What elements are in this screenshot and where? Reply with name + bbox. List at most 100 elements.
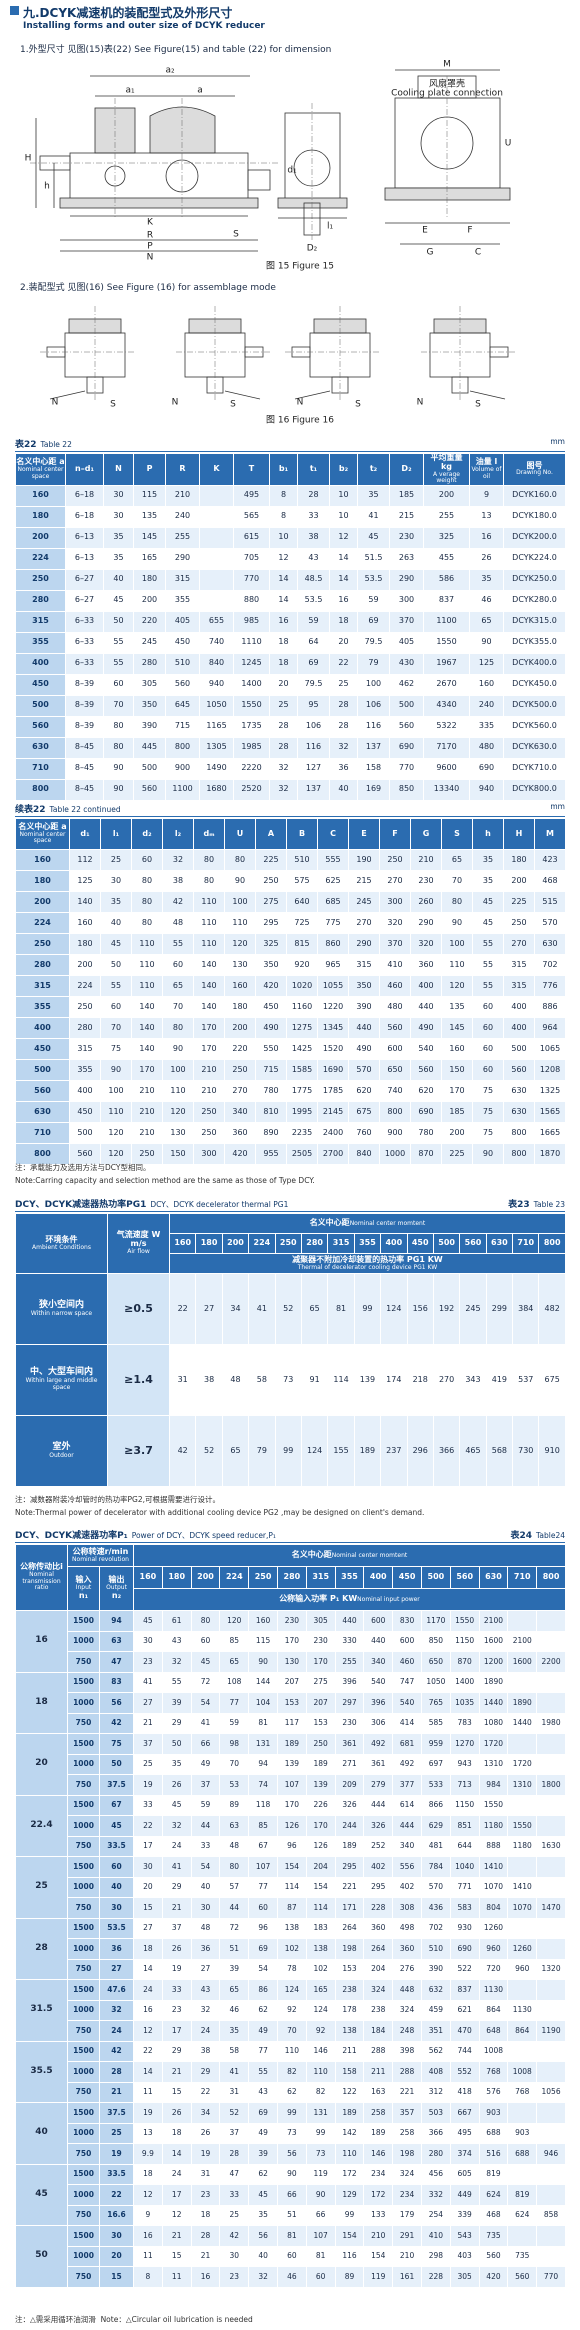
column-header: 名义中心距Nominal center momtent: [169, 1213, 566, 1234]
ratio: 25: [15, 1856, 68, 1919]
cell: 85: [219, 1630, 250, 1652]
cell: DCYK560.0: [503, 715, 566, 738]
header-row: 名义中心距 a Nominal center space d₁ l₁ d₂ l₂ dₘ U A B…: [15, 818, 566, 850]
cell: 886: [534, 996, 566, 1018]
cell: 815: [286, 933, 318, 955]
center-header: 630: [478, 1566, 509, 1589]
cell: 45: [472, 912, 504, 934]
cell: 688: [478, 2122, 509, 2144]
cell: 800: [165, 736, 200, 759]
cell: 238: [334, 1979, 365, 2001]
cell: 640: [286, 891, 318, 913]
cell: 2235: [286, 1122, 318, 1144]
cell: 560: [165, 673, 200, 696]
cell: [536, 1733, 566, 1755]
cell: 119: [363, 2266, 394, 2288]
cell: 185: [389, 484, 424, 507]
ratio: 28: [15, 1917, 68, 1980]
cell: 11: [133, 2245, 163, 2267]
cell: 38: [297, 526, 330, 549]
cell: 690: [389, 736, 424, 759]
cell: 138: [334, 2020, 365, 2042]
center-distance: 500: [15, 1059, 70, 1081]
cell: 42: [168, 1415, 197, 1487]
cell: [536, 1856, 566, 1878]
cell: 135: [441, 996, 473, 1018]
column-header: N: [103, 453, 134, 486]
cell: 1150: [449, 1630, 480, 1652]
cell: 697: [420, 1753, 451, 1775]
cell: 377: [392, 1774, 422, 1796]
cell: 156: [406, 1273, 434, 1345]
cell: 16: [133, 1999, 163, 2021]
cell: 32: [161, 1815, 192, 1837]
output-speed: 33.5: [99, 2163, 134, 2185]
header-en: Nominal transmission ratio: [22, 1571, 61, 1592]
cell: 12: [133, 2020, 163, 2042]
center-distance: 250: [15, 933, 70, 955]
cell: 250: [193, 1101, 225, 1123]
cell: 32: [269, 757, 298, 780]
data-row: 280 200 50 110 60 140 130 350 920 965 315 410 360 110…: [15, 954, 566, 976]
cell: 620: [348, 1080, 380, 1102]
dimension-label: D₂: [307, 244, 318, 254]
cell: 940: [469, 778, 504, 801]
cell: 13: [133, 2122, 163, 2144]
output-speed: 37.5: [99, 1774, 134, 1796]
cell: 46: [469, 589, 504, 612]
header-label: 平均重量 kg: [430, 453, 463, 471]
cell: 130: [224, 954, 256, 976]
cell: 8–45: [65, 736, 104, 759]
input-speed: 750: [67, 2266, 100, 2288]
cell: 1305: [199, 736, 234, 759]
cell: 22: [168, 1273, 197, 1345]
cell: 804: [478, 1897, 509, 1919]
column-header: M: [534, 818, 566, 850]
cell: 60: [190, 1630, 221, 1652]
cell: 681: [392, 1733, 422, 1755]
cell: 90: [103, 757, 134, 780]
cell: 20: [329, 631, 358, 654]
center-distance: 160: [15, 849, 70, 871]
cell: 106: [357, 694, 390, 717]
dimension-label: h: [44, 182, 50, 192]
cell: 79.5: [357, 631, 390, 654]
cell: 1070: [478, 1876, 509, 1898]
input-speed: 1500: [67, 2225, 100, 2247]
cell: 1275: [286, 1017, 318, 1039]
cell: 19: [161, 1958, 192, 1980]
header-en: Nominal revolution: [72, 1555, 129, 1563]
cell: 410: [420, 2225, 451, 2247]
cell: 80: [162, 1017, 194, 1039]
cell: 315: [69, 1038, 101, 1060]
cell: 410: [379, 954, 411, 976]
cell: 6–18: [65, 484, 104, 507]
output-speed: 36: [99, 1938, 134, 1960]
cell: 6–33: [65, 610, 104, 633]
cell: 1056: [536, 2081, 566, 2103]
data-row: 630 450 110 210 120 250 340 810 1995 2145 675 800 69…: [15, 1101, 566, 1123]
header-label: 图号: [526, 460, 543, 470]
cell: 13: [469, 505, 504, 528]
output-speed: 19: [99, 2143, 134, 2165]
cell: 495: [233, 484, 270, 507]
column-header: 输出 Output n₂: [99, 1566, 134, 1611]
cell: 40: [103, 568, 134, 591]
center-header: 450: [392, 1566, 422, 1589]
header-label: t₂: [369, 463, 378, 473]
label: 表24 Table24: [511, 1528, 565, 1541]
title: 表22: [15, 440, 37, 450]
cell: 1890: [478, 1671, 509, 1693]
cell: 34: [221, 1273, 250, 1345]
cell: 32: [161, 1651, 192, 1673]
cell: [507, 1671, 538, 1693]
cell: 110: [305, 2061, 336, 2083]
ambient-condition: 中、大型车间内 Within large and middle space: [15, 1344, 108, 1416]
output-speed: 50: [99, 1753, 134, 1775]
cell: 280: [133, 652, 166, 675]
dimension-label: R: [147, 231, 153, 241]
center-header: 560: [459, 1233, 487, 1254]
cell: 6–33: [65, 631, 104, 654]
cell: 400: [410, 975, 442, 997]
input-speed: 1000: [67, 1753, 100, 1775]
